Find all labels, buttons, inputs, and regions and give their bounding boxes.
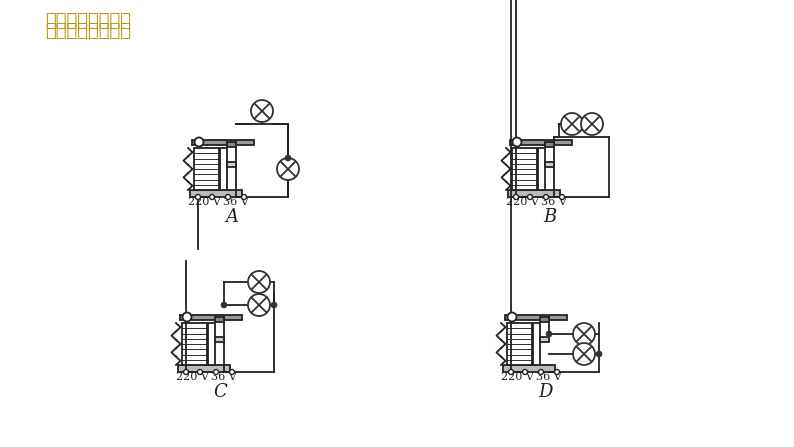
Circle shape — [573, 343, 595, 365]
Text: 36 V: 36 V — [542, 197, 567, 207]
Bar — [182, 323, 207, 365]
Bar — [227, 142, 236, 147]
Circle shape — [248, 271, 270, 293]
Bar — [192, 140, 254, 145]
Text: A: A — [225, 208, 238, 226]
Circle shape — [514, 194, 518, 199]
Circle shape — [198, 370, 202, 375]
Circle shape — [561, 113, 583, 135]
Text: 220 V: 220 V — [187, 197, 221, 207]
Text: 阶段强化专题训练: 阶段强化专题训练 — [45, 12, 131, 30]
Circle shape — [277, 158, 299, 180]
Circle shape — [522, 370, 527, 375]
Text: 36 V: 36 V — [536, 372, 562, 382]
Circle shape — [285, 155, 291, 161]
Circle shape — [596, 351, 602, 357]
Circle shape — [527, 194, 533, 199]
Bar — [215, 337, 224, 342]
Circle shape — [507, 312, 517, 321]
Text: 220 V: 220 V — [500, 372, 534, 382]
Circle shape — [581, 113, 603, 135]
Text: 36 V: 36 V — [223, 197, 249, 207]
Circle shape — [225, 194, 230, 199]
Text: 36 V: 36 V — [211, 372, 237, 382]
Circle shape — [554, 370, 560, 375]
Bar — [545, 142, 554, 147]
Text: 220 V: 220 V — [175, 372, 209, 382]
Bar — [533, 323, 540, 365]
Circle shape — [248, 294, 270, 316]
Text: B: B — [543, 208, 557, 226]
Circle shape — [573, 323, 595, 345]
Bar — [507, 323, 532, 365]
Text: 220 V: 220 V — [506, 197, 538, 207]
Bar — [215, 317, 224, 322]
Bar — [545, 162, 554, 167]
Bar — [178, 365, 230, 372]
Circle shape — [251, 100, 273, 122]
Circle shape — [183, 370, 188, 375]
Bar — [538, 148, 545, 190]
Circle shape — [221, 302, 227, 308]
Circle shape — [229, 370, 234, 375]
Bar — [540, 337, 549, 342]
Circle shape — [195, 194, 201, 199]
Bar — [208, 323, 215, 365]
Bar — [180, 315, 242, 320]
Circle shape — [195, 138, 203, 147]
Bar — [194, 148, 219, 190]
Circle shape — [538, 370, 544, 375]
Circle shape — [271, 302, 277, 308]
Bar — [227, 162, 236, 167]
Bar — [505, 315, 567, 320]
Circle shape — [210, 194, 214, 199]
Bar — [512, 148, 537, 190]
Circle shape — [214, 370, 218, 375]
Circle shape — [512, 138, 522, 147]
Bar — [540, 317, 549, 322]
Bar — [220, 148, 227, 190]
Circle shape — [544, 194, 549, 199]
Bar — [503, 365, 555, 372]
Circle shape — [546, 331, 552, 337]
Circle shape — [183, 312, 191, 321]
Circle shape — [241, 194, 246, 199]
Text: C: C — [213, 383, 227, 401]
Bar — [190, 190, 242, 197]
Bar — [510, 140, 572, 145]
Bar — [508, 190, 560, 197]
Text: 阶段强化专题训练: 阶段强化专题训练 — [45, 22, 131, 40]
Circle shape — [560, 194, 565, 199]
Text: D: D — [538, 383, 552, 401]
Circle shape — [508, 370, 514, 375]
